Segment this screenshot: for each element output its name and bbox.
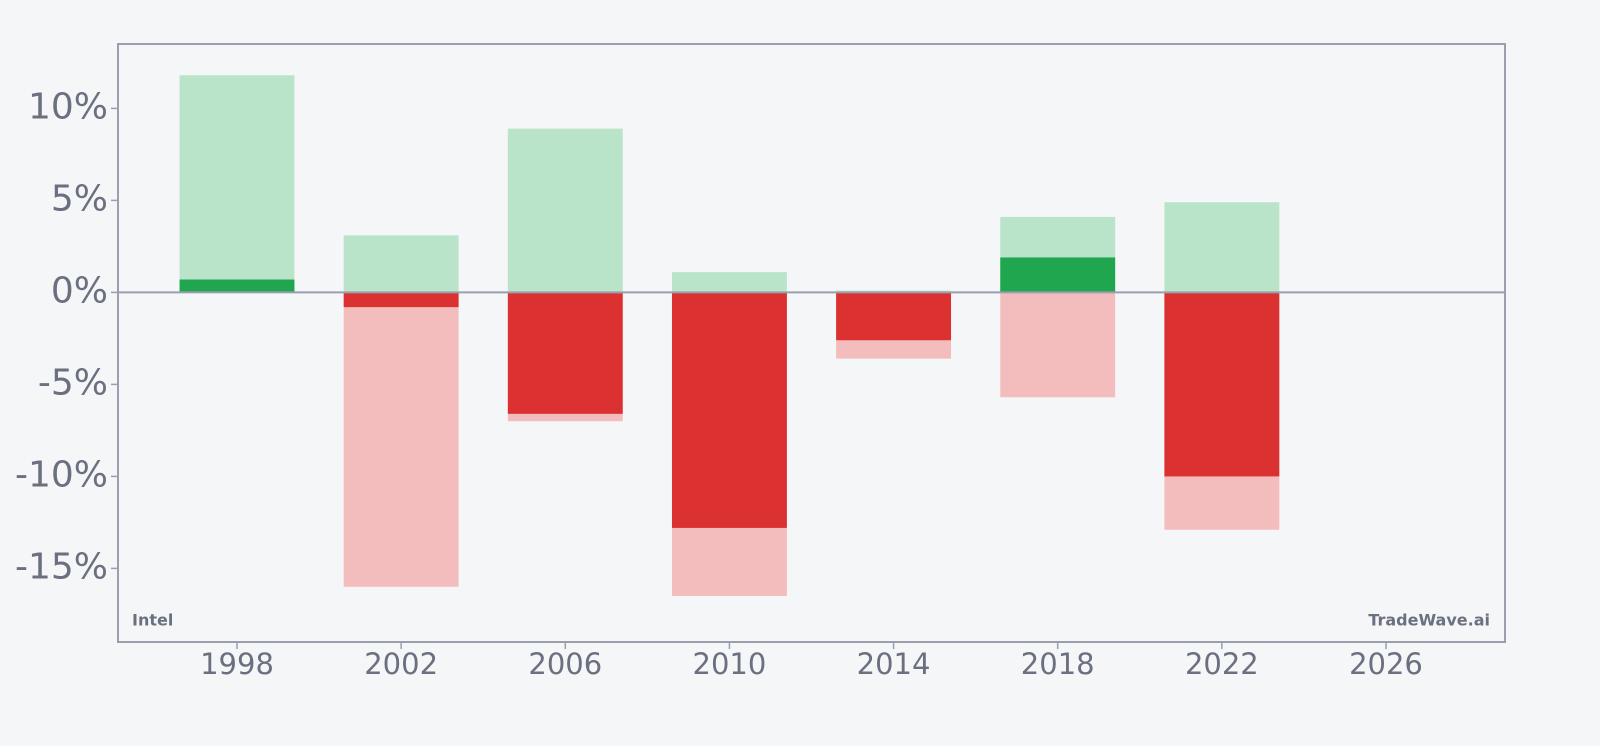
bar bbox=[179, 279, 295, 293]
bar bbox=[507, 292, 623, 414]
x-tick-label: 2022 bbox=[1185, 647, 1259, 681]
bar bbox=[836, 292, 952, 341]
bar bbox=[343, 235, 459, 293]
bar bbox=[507, 128, 623, 293]
bar bbox=[1000, 257, 1116, 293]
bar bbox=[343, 292, 459, 587]
y-tick-label: 10% bbox=[28, 86, 108, 127]
x-tick-label: 1998 bbox=[200, 647, 274, 681]
y-tick-label: -10% bbox=[15, 454, 108, 495]
plot-frame bbox=[117, 43, 1506, 643]
bar bbox=[671, 292, 787, 528]
x-tick-label: 2006 bbox=[528, 647, 602, 681]
x-tick-label: 2018 bbox=[1021, 647, 1095, 681]
annotation: TradeWave.ai bbox=[1368, 611, 1490, 630]
y-tick-label: -15% bbox=[15, 546, 108, 587]
bar bbox=[1164, 202, 1280, 293]
annotation: Intel bbox=[132, 611, 173, 630]
bar bbox=[1164, 292, 1280, 477]
bar bbox=[343, 292, 459, 308]
x-tick-label: 2002 bbox=[364, 647, 438, 681]
y-tick-label: 5% bbox=[51, 178, 108, 219]
x-tick-label: 2014 bbox=[857, 647, 931, 681]
bar bbox=[179, 75, 295, 293]
x-tick-label: 2026 bbox=[1349, 647, 1423, 681]
bar bbox=[1000, 292, 1116, 398]
y-tick-label: 0% bbox=[51, 270, 108, 311]
x-tick-label: 2010 bbox=[693, 647, 767, 681]
bar bbox=[671, 272, 787, 293]
y-tick-label: -5% bbox=[38, 362, 108, 403]
